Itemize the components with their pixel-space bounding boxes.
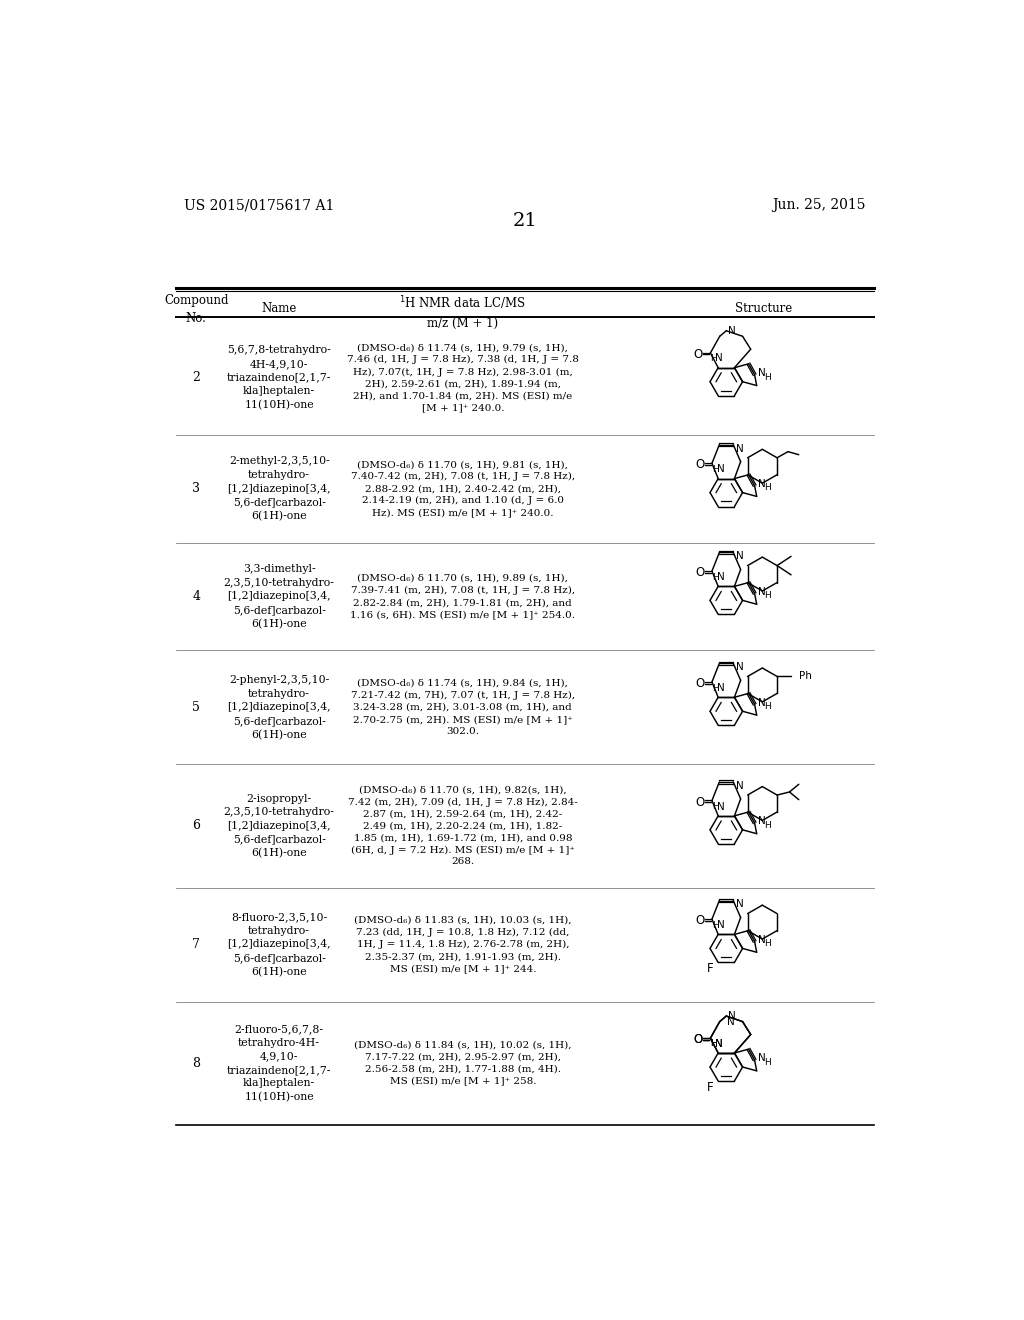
Text: H: H (712, 684, 719, 693)
Text: O: O (693, 348, 702, 360)
Text: N: N (735, 552, 743, 561)
Text: N: N (758, 698, 765, 708)
Text: (DMSO-d₆) δ 11.74 (s, 1H), 9.79 (s, 1H),
7.46 (d, 1H, J = 7.8 Hz), 7.38 (d, 1H, : (DMSO-d₆) δ 11.74 (s, 1H), 9.79 (s, 1H),… (347, 343, 579, 412)
Text: N: N (727, 1018, 734, 1027)
Text: N: N (715, 354, 723, 363)
Text: H: H (710, 1039, 717, 1048)
Text: Compound
No.: Compound No. (164, 294, 228, 325)
Text: 2-phenyl-2,3,5,10-
tetrahydro-
[1,2]diazepino[3,4,
5,6-def]carbazol-
6(1H)-one: 2-phenyl-2,3,5,10- tetrahydro- [1,2]diaz… (227, 675, 331, 739)
Text: N: N (758, 587, 765, 597)
Text: N: N (758, 816, 765, 826)
Text: F: F (708, 962, 714, 975)
Text: H: H (712, 920, 719, 929)
Text: 3: 3 (193, 482, 201, 495)
Text: H: H (764, 940, 771, 948)
Text: 8-fluoro-2,3,5,10-
tetrahydro-
[1,2]diazepino[3,4,
5,6-def]carbazol-
6(1H)-one: 8-fluoro-2,3,5,10- tetrahydro- [1,2]diaz… (227, 912, 331, 977)
Text: 5: 5 (193, 701, 200, 714)
Text: 5,6,7,8-tetrahydro-
4H-4,9,10-
triazaindeno[2,1,7-
kla]heptalen-
11(10H)-one: 5,6,7,8-tetrahydro- 4H-4,9,10- triazaind… (227, 346, 332, 411)
Text: N: N (735, 781, 743, 791)
Text: N: N (735, 444, 743, 454)
Text: 7: 7 (193, 939, 200, 952)
Text: O: O (695, 566, 705, 579)
Text: F: F (708, 1081, 714, 1094)
Text: 8: 8 (193, 1056, 201, 1069)
Text: (DMSO-d₆) δ 11.70 (s, 1H), 9.81 (s, 1H),
7.40-7.42 (m, 2H), 7.08 (t, 1H, J = 7.8: (DMSO-d₆) δ 11.70 (s, 1H), 9.81 (s, 1H),… (351, 461, 574, 517)
Text: N: N (715, 1039, 723, 1049)
Text: N: N (717, 465, 724, 474)
Text: N: N (758, 479, 765, 488)
Text: H: H (712, 573, 719, 582)
Text: 21: 21 (512, 213, 538, 230)
Text: H: H (764, 702, 771, 711)
Text: H: H (764, 372, 771, 381)
Text: 4: 4 (193, 590, 201, 603)
Text: (DMSO-d₆) δ 11.74 (s, 1H), 9.84 (s, 1H),
7.21-7.42 (m, 7H), 7.07 (t, 1H, J = 7.8: (DMSO-d₆) δ 11.74 (s, 1H), 9.84 (s, 1H),… (351, 678, 574, 735)
Text: Name: Name (261, 302, 297, 314)
Text: N: N (735, 899, 743, 909)
Text: O: O (695, 915, 705, 927)
Text: N: N (717, 682, 724, 693)
Text: H: H (712, 803, 719, 810)
Text: H: H (764, 1057, 771, 1067)
Text: N: N (717, 572, 724, 582)
Text: (DMSO-d₆) δ 11.70 (s, 1H), 9.89 (s, 1H),
7.39-7.41 (m, 2H), 7.08 (t, 1H, J = 7.8: (DMSO-d₆) δ 11.70 (s, 1H), 9.89 (s, 1H),… (350, 574, 575, 619)
Text: (DMSO-d₆) δ 11.70 (s, 1H), 9.82(s, 1H),
7.42 (m, 2H), 7.09 (d, 1H, J = 7.8 Hz), : (DMSO-d₆) δ 11.70 (s, 1H), 9.82(s, 1H), … (348, 785, 578, 866)
Text: $^{1}$H NMR data LC/MS
m/z (M + 1): $^{1}$H NMR data LC/MS m/z (M + 1) (399, 294, 526, 330)
Text: 6: 6 (193, 820, 201, 833)
Text: H: H (710, 354, 717, 363)
Text: O: O (693, 1034, 702, 1047)
Text: 2-fluoro-5,6,7,8-
tetrahydro-4H-
4,9,10-
triazaindeno[2,1,7-
kla]heptalen-
11(10: 2-fluoro-5,6,7,8- tetrahydro-4H- 4,9,10-… (227, 1024, 332, 1102)
Text: H: H (712, 465, 719, 474)
Text: N: N (758, 1053, 765, 1064)
Text: N: N (735, 663, 743, 672)
Text: H: H (764, 821, 771, 830)
Text: 3,3-dimethyl-
2,3,5,10-tetrahydro-
[1,2]diazepino[3,4,
5,6-def]carbazol-
6(1H)-o: 3,3-dimethyl- 2,3,5,10-tetrahydro- [1,2]… (223, 564, 335, 628)
Text: N: N (715, 1039, 723, 1049)
Text: (DMSO-d₆) δ 11.84 (s, 1H), 10.02 (s, 1H),
7.17-7.22 (m, 2H), 2.95-2.97 (m, 2H),
: (DMSO-d₆) δ 11.84 (s, 1H), 10.02 (s, 1H)… (354, 1040, 571, 1085)
Text: US 2015/0175617 A1: US 2015/0175617 A1 (183, 198, 334, 213)
Text: N: N (717, 801, 724, 812)
Text: N: N (728, 1011, 736, 1022)
Text: (DMSO-d₆) δ 11.83 (s, 1H), 10.03 (s, 1H),
7.23 (dd, 1H, J = 10.8, 1.8 Hz), 7.12 : (DMSO-d₆) δ 11.83 (s, 1H), 10.03 (s, 1H)… (354, 916, 571, 973)
Text: N: N (758, 935, 765, 945)
Text: 2-isopropyl-
2,3,5,10-tetrahydro-
[1,2]diazepino[3,4,
5,6-def]carbazol-
6(1H)-on: 2-isopropyl- 2,3,5,10-tetrahydro- [1,2]d… (223, 793, 335, 858)
Text: N: N (717, 920, 724, 931)
Text: 2: 2 (193, 371, 200, 384)
Text: H: H (764, 483, 771, 492)
Text: 2-methyl-2,3,5,10-
tetrahydro-
[1,2]diazepino[3,4,
5,6-def]carbazol-
6(1H)-one: 2-methyl-2,3,5,10- tetrahydro- [1,2]diaz… (227, 457, 331, 521)
Text: Ph: Ph (799, 672, 812, 681)
Text: O: O (695, 677, 705, 690)
Text: H: H (710, 1039, 717, 1048)
Text: N: N (728, 326, 736, 335)
Text: O: O (695, 796, 705, 809)
Text: N: N (758, 368, 765, 378)
Text: O: O (693, 1034, 702, 1047)
Text: Jun. 25, 2015: Jun. 25, 2015 (772, 198, 866, 213)
Text: O: O (695, 458, 705, 471)
Text: H: H (764, 591, 771, 601)
Text: Structure: Structure (735, 302, 793, 314)
